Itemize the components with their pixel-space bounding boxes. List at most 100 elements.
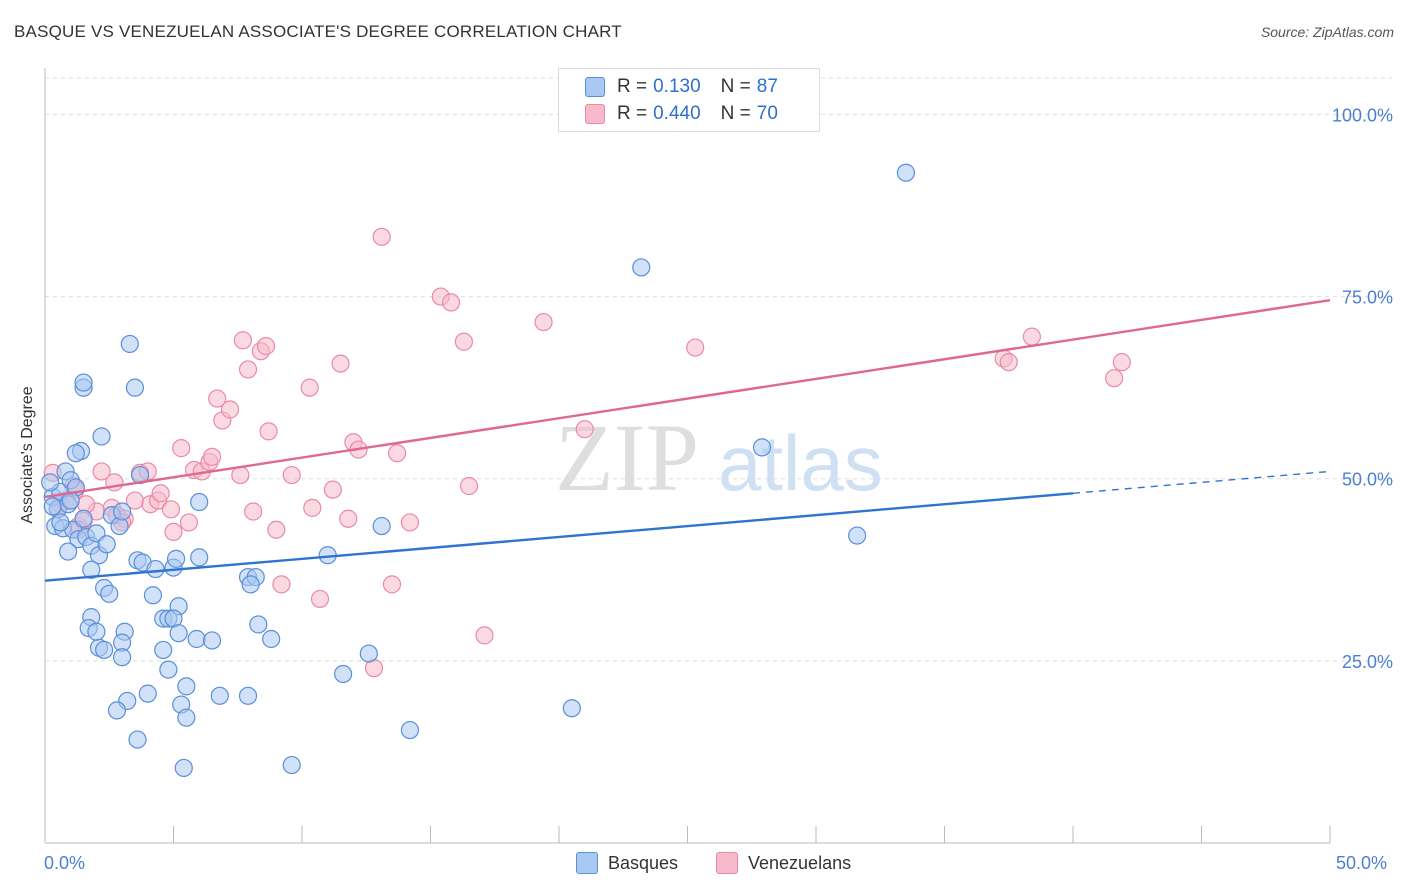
basques-point <box>262 629 281 649</box>
venezuelans-point <box>179 513 199 532</box>
basques-point <box>128 730 147 749</box>
watermark-atlas: atlas <box>718 419 883 507</box>
basques-point <box>41 473 60 492</box>
venezuelans-point <box>1112 353 1131 372</box>
basques-point <box>752 438 772 457</box>
y-tick-label: 100.0% <box>1332 105 1393 125</box>
basques-point <box>107 701 127 720</box>
venezuelans-point <box>372 227 391 246</box>
basques-point <box>92 427 111 446</box>
bottom-swatch-venezuelans <box>716 852 738 874</box>
venezuelans-point <box>1105 369 1124 388</box>
venezuelans-point <box>441 293 461 312</box>
venezuelans-point <box>999 353 1018 372</box>
venezuelans-point <box>164 522 183 542</box>
basques-point <box>177 677 196 696</box>
x-tick-max: 50.0% <box>1336 853 1388 873</box>
venezuelans-point <box>233 331 252 350</box>
venezuelans-point <box>300 378 319 397</box>
basques-point <box>87 622 106 641</box>
legend-r-label: R = <box>617 76 648 97</box>
basques-point <box>159 660 178 679</box>
basques-point <box>43 497 62 516</box>
venezuelans-point <box>400 513 420 532</box>
basques-point <box>190 548 209 567</box>
bottom-legend-venezuelans-label: Venezuelans <box>748 852 852 873</box>
bottom-legend-basques-label: Basques <box>608 852 679 873</box>
y-tick-labels: 25.0% 50.0% 75.0% 100.0% <box>1332 105 1393 671</box>
venezuelans-point <box>575 420 594 439</box>
venezuelans-point <box>331 354 350 373</box>
legend-r-label: R = <box>617 103 648 124</box>
venezuelans-point <box>534 312 553 332</box>
legend-row-venezuelans: R = 0.440 N = 70 <box>585 102 798 126</box>
axes <box>44 68 1331 844</box>
venezuelans-point <box>686 338 705 357</box>
venezuelans-point <box>151 484 170 503</box>
watermark: ZIP atlas <box>555 404 883 511</box>
basques-point <box>249 615 268 634</box>
venezuelans-point <box>272 575 291 594</box>
x-tick-min: 0.0% <box>44 853 86 873</box>
basques-points <box>41 163 916 778</box>
chart-title: BASQUE VS VENEZUELAN ASSOCIATE'S DEGREE … <box>14 22 622 41</box>
basques-point <box>125 378 145 397</box>
venezuelans-point <box>238 360 258 379</box>
basques-trend-extension <box>1072 470 1331 494</box>
venezuelans-point <box>459 476 479 496</box>
basques-point <box>187 629 206 649</box>
legend-n-value: 70 <box>756 103 778 124</box>
basques-point <box>241 575 260 594</box>
legend-swatch-venezuelans <box>585 104 605 124</box>
venezuelans-point <box>244 502 263 521</box>
basques-point <box>120 334 139 354</box>
basques-point <box>238 686 258 705</box>
venezuelans-point <box>303 498 322 517</box>
basques-trend-line <box>44 492 1074 582</box>
legend-swatch-basques <box>585 77 605 97</box>
basques-point <box>169 624 188 643</box>
source-label: Source: ZipAtlas.com <box>1260 24 1394 40</box>
venezuelans-trend-line <box>44 299 1331 499</box>
venezuelans-point <box>208 389 227 408</box>
basques-point <box>100 584 119 603</box>
basques-point <box>59 542 78 561</box>
basques-point <box>112 502 132 521</box>
venezuelans-point <box>220 400 240 419</box>
venezuelans-point <box>259 422 278 441</box>
basques-point <box>896 163 916 182</box>
basques-point <box>282 755 301 775</box>
basques-point <box>177 708 196 727</box>
legend-row-basques: R = 0.130 N = 87 <box>585 75 798 99</box>
legend-r-value: 0.440 <box>653 103 701 124</box>
venezuelans-point <box>454 332 474 351</box>
bottom-legend-venezuelans: Venezuelans <box>716 852 851 874</box>
basques-point <box>154 640 173 660</box>
y-tick-label: 50.0% <box>1342 470 1393 490</box>
venezuelans-point <box>310 589 330 609</box>
legend-n-value: 87 <box>756 76 778 97</box>
venezuelans-point <box>282 465 301 485</box>
basques-point <box>202 631 222 650</box>
basques-point <box>74 509 93 528</box>
venezuelans-point <box>339 509 358 528</box>
basques-point <box>174 758 193 778</box>
y-tick-label: 25.0% <box>1342 652 1393 672</box>
venezuelans-point <box>256 337 276 356</box>
basques-point <box>95 640 114 660</box>
basques-point <box>190 492 209 512</box>
basques-point <box>97 535 116 554</box>
venezuelans-point <box>92 462 111 481</box>
basques-point <box>359 644 378 663</box>
basques-point <box>372 516 391 536</box>
trend-lines <box>44 299 1331 582</box>
basques-point <box>143 586 163 605</box>
venezuelans-point <box>387 444 407 463</box>
y-tick-label: 75.0% <box>1342 288 1393 308</box>
legend-n-label: N = <box>720 76 751 97</box>
venezuelans-point <box>1022 327 1041 346</box>
basques-point <box>562 699 581 718</box>
bottom-swatch-basques <box>576 852 598 874</box>
basques-point <box>400 720 420 740</box>
basques-point <box>74 373 93 392</box>
